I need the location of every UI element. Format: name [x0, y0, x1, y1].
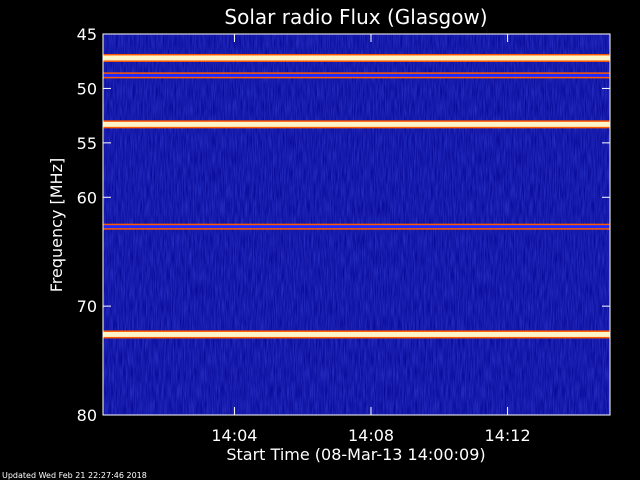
- band-3: [103, 225, 610, 229]
- x-tick-label-2: 14:12: [485, 426, 531, 445]
- band-0: [103, 55, 610, 61]
- y-tick-label-2: 55: [77, 134, 97, 153]
- x-tick-label-1: 14:08: [348, 426, 394, 445]
- intensity-bands: [103, 53, 610, 339]
- x-axis-label: Start Time (08-Mar-13 14:00:09): [226, 445, 485, 464]
- chart-title: Solar radio Flux (Glasgow): [224, 5, 487, 29]
- x-tick-label-0: 14:04: [211, 426, 257, 445]
- y-axis-label: Frequency [MHz]: [47, 158, 66, 292]
- band-2: [103, 121, 610, 127]
- y-tick-label-5: 80: [77, 406, 97, 425]
- y-tick-label-4: 70: [77, 297, 97, 316]
- band-1: [103, 73, 610, 77]
- plot-frame: [102, 33, 611, 416]
- y-tick-label-0: 45: [77, 25, 97, 44]
- footer-updated: Updated Wed Feb 21 22:27:46 2018: [2, 471, 147, 480]
- x-axis: 14:04 14:08 14:12: [211, 34, 531, 445]
- plot-area: [102, 33, 611, 416]
- y-axis: 45 50 55 60 70 80: [77, 25, 610, 425]
- y-tick-label-3: 60: [77, 188, 97, 207]
- band-4: [103, 331, 610, 337]
- y-tick-label-1: 50: [77, 79, 97, 98]
